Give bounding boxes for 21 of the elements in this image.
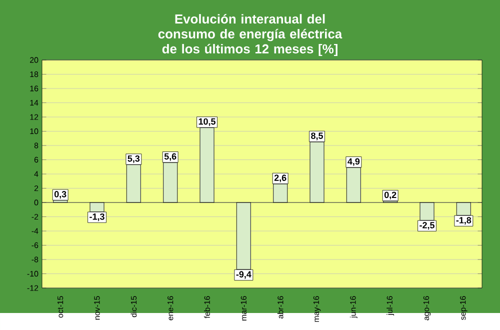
data-label: 8,5 — [311, 132, 323, 140]
data-label: -9,4 — [236, 271, 252, 279]
data-label: 5,6 — [164, 153, 176, 161]
bar — [200, 127, 214, 203]
bar — [236, 202, 251, 270]
bar — [126, 164, 141, 203]
data-label: 0,3 — [54, 191, 66, 199]
data-label: -1,8 — [456, 217, 472, 225]
data-label: 10,5 — [198, 118, 216, 126]
data-label: 0,2 — [384, 192, 396, 200]
bar — [163, 162, 178, 203]
bar — [420, 202, 434, 221]
data-label: 2,6 — [274, 174, 286, 182]
chart-title: Evolución interanual del consumo de energía eléctrica de los últimos 12 meses [%] — [158, 14, 342, 56]
data-label: 5,3 — [128, 155, 140, 164]
data-label: -1,3 — [90, 213, 104, 222]
bar — [310, 142, 324, 203]
data-label: 4,9 — [348, 158, 360, 166]
bar — [346, 167, 361, 203]
data-label: -2,5 — [420, 222, 434, 230]
bar — [273, 184, 288, 203]
